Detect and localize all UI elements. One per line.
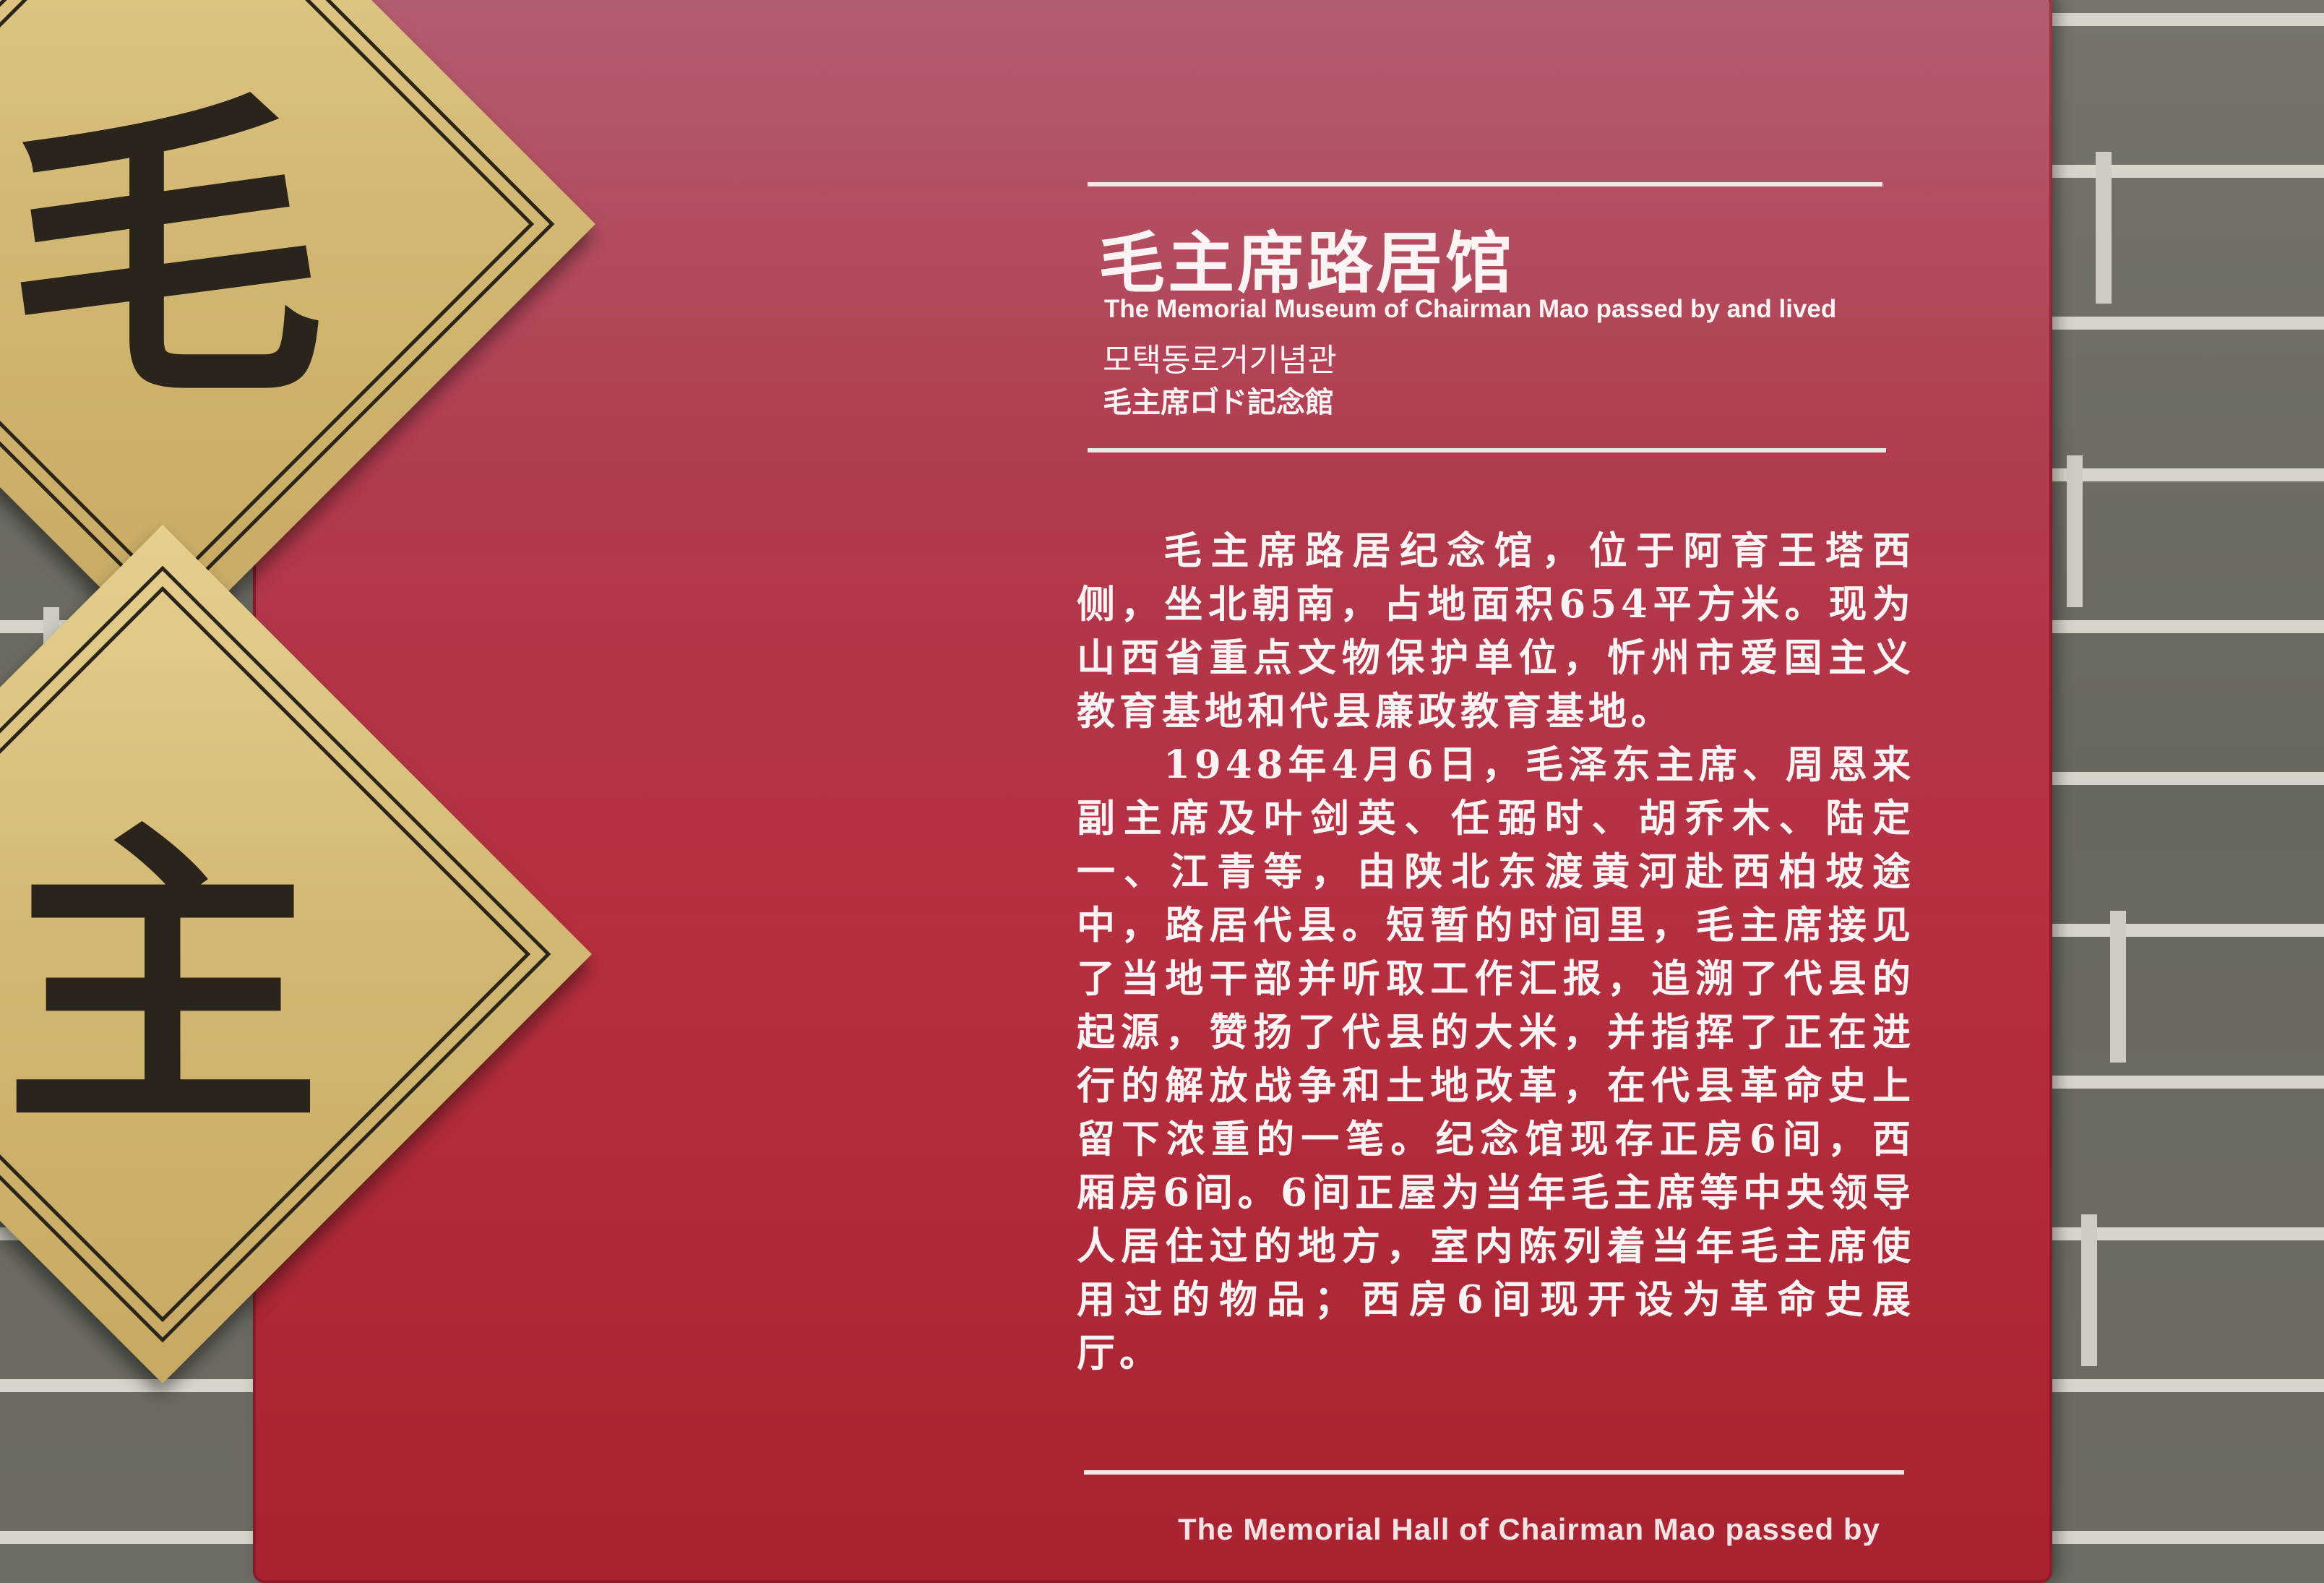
plaque-character: 主 <box>4 794 322 1168</box>
sign-title-korean: 모택동로거기념관 <box>1103 342 1337 379</box>
sign-title-chinese: 毛主席路居馆 <box>1098 224 1515 302</box>
bottom-divider <box>1084 1470 1904 1475</box>
plaque-character: 毛 <box>7 64 325 438</box>
sign-bottom-english: The Memorial Hall of Chairman Mao passed… <box>1178 1512 1880 1546</box>
title-divider <box>1088 448 1886 452</box>
sign-body-text: 毛主席路居纪念馆，位于阿育王塔西侧，坐北朝南，占地面积654平方米。现为山西省重… <box>1077 524 1915 1380</box>
body-paragraph: 毛主席路居纪念馆，位于阿育王塔西侧，坐北朝南，占地面积654平方米。现为山西省重… <box>1077 528 1915 734</box>
sign-title-japanese: 毛主席ロ゙ド記念館 <box>1103 386 1334 419</box>
top-divider <box>1088 182 1882 186</box>
sign-title-english: The Memorial Museum of Chairman Mao pass… <box>1104 295 1837 323</box>
body-paragraph: 1948年4月6日，毛泽东主席、周恩来副主席及叶剑英、任弼时、胡乔木、陆定一、江… <box>1077 742 1915 1376</box>
